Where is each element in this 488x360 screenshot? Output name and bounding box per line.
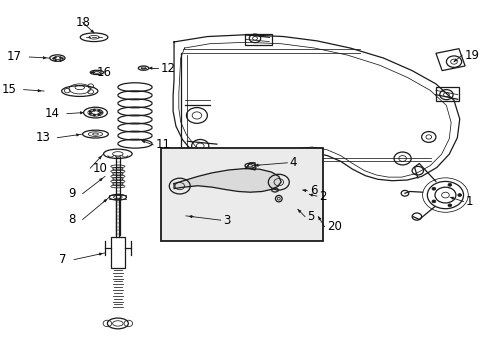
Text: 14: 14 — [45, 107, 60, 120]
Text: 15: 15 — [1, 83, 17, 96]
Text: 4: 4 — [289, 156, 297, 169]
Text: 13: 13 — [35, 131, 50, 144]
Text: 20: 20 — [326, 220, 341, 233]
Polygon shape — [174, 168, 281, 192]
Circle shape — [98, 109, 100, 112]
Circle shape — [457, 194, 461, 197]
Circle shape — [431, 200, 435, 203]
Circle shape — [447, 183, 451, 186]
Text: 19: 19 — [464, 49, 479, 62]
Text: 2: 2 — [319, 190, 326, 203]
Text: 7: 7 — [60, 253, 67, 266]
Text: 17: 17 — [7, 50, 22, 63]
Bar — [161, 148, 322, 241]
Text: 12: 12 — [160, 62, 175, 75]
Text: 1: 1 — [465, 195, 472, 208]
Text: 10: 10 — [92, 162, 107, 175]
Bar — [245, 35, 271, 45]
Circle shape — [100, 112, 102, 114]
Text: 3: 3 — [223, 214, 230, 227]
Text: 16: 16 — [96, 66, 111, 79]
Circle shape — [93, 109, 96, 111]
Text: 6: 6 — [309, 184, 317, 197]
Text: 18: 18 — [75, 16, 90, 29]
Text: 11: 11 — [155, 138, 170, 151]
Circle shape — [431, 187, 435, 190]
Text: 5: 5 — [307, 210, 314, 223]
Circle shape — [89, 111, 92, 113]
Text: 8: 8 — [68, 213, 75, 226]
Bar — [111, 237, 124, 268]
Text: 9: 9 — [68, 187, 75, 200]
Bar — [435, 87, 458, 101]
Circle shape — [98, 113, 100, 116]
Circle shape — [447, 204, 451, 207]
Circle shape — [89, 113, 92, 115]
Circle shape — [93, 114, 96, 116]
Bar — [435, 49, 464, 71]
